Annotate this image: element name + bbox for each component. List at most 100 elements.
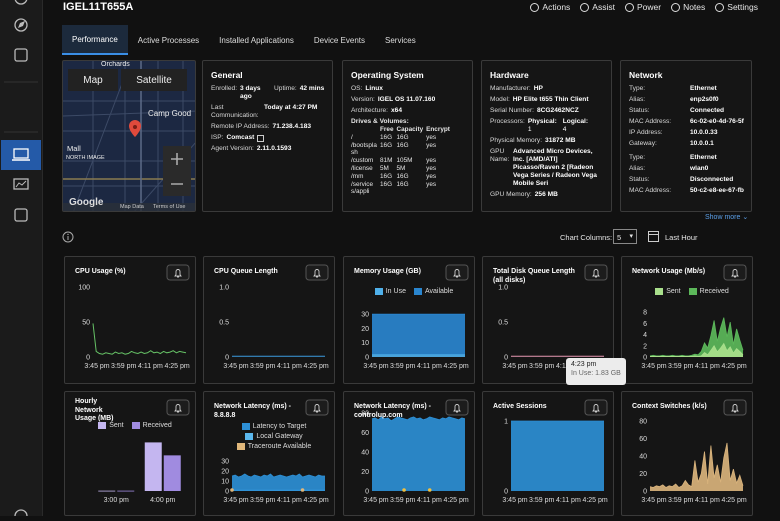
nav-icon[interactable] bbox=[14, 0, 28, 5]
field-value: 71.238.4.183 bbox=[272, 123, 312, 130]
header-action[interactable]: Actions bbox=[530, 2, 570, 12]
action-label[interactable]: Power bbox=[636, 2, 662, 12]
map-footer-link[interactable]: Map Data bbox=[120, 204, 144, 210]
legend-item[interactable]: Local Gateway bbox=[245, 433, 303, 440]
legend-item[interactable]: Traceroute Available bbox=[236, 443, 311, 450]
chart-plot: 0 1 3:45 pm 3:59 pm 4:11 pm 4:25 pm bbox=[502, 399, 608, 504]
x-tick-label: 3:59 pm bbox=[390, 497, 415, 504]
y-tick-label: 2 bbox=[643, 343, 647, 350]
legend-item[interactable]: In Use bbox=[374, 288, 406, 295]
x-tick-label: 4:25 pm bbox=[582, 497, 607, 504]
alert-button[interactable] bbox=[305, 399, 329, 416]
field-label: Processors: bbox=[490, 118, 525, 125]
area-line bbox=[649, 442, 744, 488]
legend-item[interactable]: Latency to Target bbox=[241, 423, 306, 430]
legend-swatch bbox=[98, 422, 107, 429]
field-value: 2.11.0.1593 bbox=[256, 145, 292, 152]
legend-swatch bbox=[245, 433, 254, 440]
alert-button[interactable] bbox=[723, 264, 747, 281]
legend-item[interactable]: Available bbox=[413, 288, 453, 295]
action-label[interactable]: Actions bbox=[542, 2, 571, 12]
legend-item[interactable]: Sent bbox=[98, 422, 124, 429]
legend-label: Sent bbox=[109, 422, 124, 429]
y-tick-label: 40 bbox=[639, 454, 647, 461]
map-type-button[interactable]: Map bbox=[68, 69, 118, 91]
map-label: Camp Good bbox=[148, 109, 192, 118]
tab[interactable]: Services bbox=[385, 35, 416, 45]
action-label[interactable]: Notes bbox=[683, 2, 706, 12]
map-pin-dot bbox=[133, 125, 137, 129]
tab[interactable]: Active Processes bbox=[137, 35, 200, 45]
field-label: OS: bbox=[351, 85, 363, 92]
nav-icon[interactable] bbox=[14, 18, 28, 32]
chart-card: 0 20 40 60 80 3:45 pm 3:59 pm 4:11 pm 4:25 pm Net… bbox=[343, 391, 475, 516]
alert-button[interactable] bbox=[305, 264, 329, 281]
alert-button[interactable] bbox=[584, 264, 608, 281]
x-tick-label: 3:45 pm bbox=[641, 497, 666, 504]
zoom-in[interactable] bbox=[171, 153, 183, 165]
time-range[interactable]: Last Hour bbox=[665, 233, 698, 242]
map[interactable]: Map Satellite Orchards Camp Good Mall NORTH I… bbox=[62, 60, 196, 212]
alert-button[interactable] bbox=[584, 399, 608, 416]
chart-columns-value[interactable]: 5 bbox=[617, 233, 622, 242]
action-label[interactable]: Assist bbox=[592, 2, 615, 12]
alert-button[interactable] bbox=[166, 264, 190, 281]
alert-button[interactable] bbox=[445, 399, 469, 416]
x-tick-label: 4:11 pm bbox=[138, 363, 163, 370]
chart-card: 0 0.5 1.0 3:45 pm 3:59 pm 4:11 pm 4:25 pm CPU Q… bbox=[203, 256, 335, 384]
show-more-label[interactable]: Show more bbox=[705, 214, 741, 221]
y-tick-label: 20 bbox=[221, 469, 229, 476]
bar bbox=[98, 490, 116, 492]
field-value: Ethernet bbox=[690, 154, 717, 161]
x-tick-label: 3:45 pm bbox=[502, 363, 527, 370]
x-tick-label: 4:11 pm bbox=[695, 497, 720, 504]
legend-item[interactable]: Received bbox=[688, 288, 729, 295]
chart-title: Context Switches (k/s) bbox=[632, 403, 707, 410]
drives-table: Free Capacity Encrypt/16G 16G yes/bootsplash… bbox=[351, 126, 453, 196]
action-icon bbox=[530, 2, 540, 12]
field-value: Physical: 1 Logical: 4 bbox=[528, 118, 594, 134]
info-icon[interactable] bbox=[62, 231, 76, 245]
tab[interactable]: Performance bbox=[62, 25, 128, 55]
alert-button[interactable] bbox=[445, 264, 469, 281]
map-type-button[interactable]: Satellite bbox=[121, 69, 187, 91]
alert-button[interactable] bbox=[166, 399, 190, 416]
tab[interactable]: Device Events bbox=[313, 35, 366, 45]
x-tick-label: 3:59 pm bbox=[111, 363, 136, 370]
info-card: General Enrolled: 3 days ago Uptime: 42 mins… bbox=[202, 60, 333, 212]
field-label: Status: bbox=[629, 176, 650, 183]
calendar-icon[interactable] bbox=[647, 229, 661, 244]
legend: Latency to Target Local Gateway Traceroute… bbox=[220, 423, 328, 450]
alert-button[interactable] bbox=[723, 399, 747, 416]
header-action[interactable]: Power bbox=[624, 2, 662, 12]
legend-item[interactable]: Sent bbox=[655, 288, 681, 295]
header-action[interactable]: Assist bbox=[580, 2, 615, 12]
header-action[interactable]: Notes bbox=[671, 2, 705, 12]
sub-value: 4 bbox=[562, 126, 567, 133]
chart-columns-select[interactable]: 5 ▾ bbox=[613, 229, 637, 244]
area-line bbox=[650, 342, 744, 357]
nav-icon[interactable] bbox=[14, 208, 28, 222]
drives-row: / 16G 16G yes bbox=[351, 134, 453, 142]
nav-icon[interactable] bbox=[14, 48, 28, 62]
external-link-icon[interactable] bbox=[257, 135, 265, 142]
area-fill bbox=[372, 354, 465, 357]
action-label[interactable]: Settings bbox=[727, 2, 758, 12]
y-tick-label: 0.5 bbox=[498, 320, 508, 327]
field-label: Physical Memory: bbox=[490, 137, 543, 144]
field: Type: Ethernet bbox=[629, 154, 745, 162]
nav-active[interactable] bbox=[1, 140, 41, 170]
nav-icon[interactable] bbox=[13, 178, 29, 190]
sidebar bbox=[0, 0, 43, 521]
field-label: Type: bbox=[629, 85, 646, 92]
tab[interactable]: Installed Applications bbox=[219, 35, 294, 45]
map-footer-link[interactable]: Terms of Use bbox=[153, 204, 186, 210]
field-value: 31872 MB bbox=[545, 137, 576, 144]
legend-item[interactable]: Received bbox=[131, 422, 172, 429]
x-tick-label: 4:11 pm bbox=[417, 363, 442, 370]
y-tick-label: 50 bbox=[82, 320, 90, 327]
show-more[interactable]: Show more ⌄ bbox=[705, 214, 749, 221]
header-action[interactable]: Settings bbox=[715, 2, 758, 12]
field-value: 42 mins bbox=[299, 85, 325, 92]
nav-icon[interactable] bbox=[14, 509, 28, 521]
